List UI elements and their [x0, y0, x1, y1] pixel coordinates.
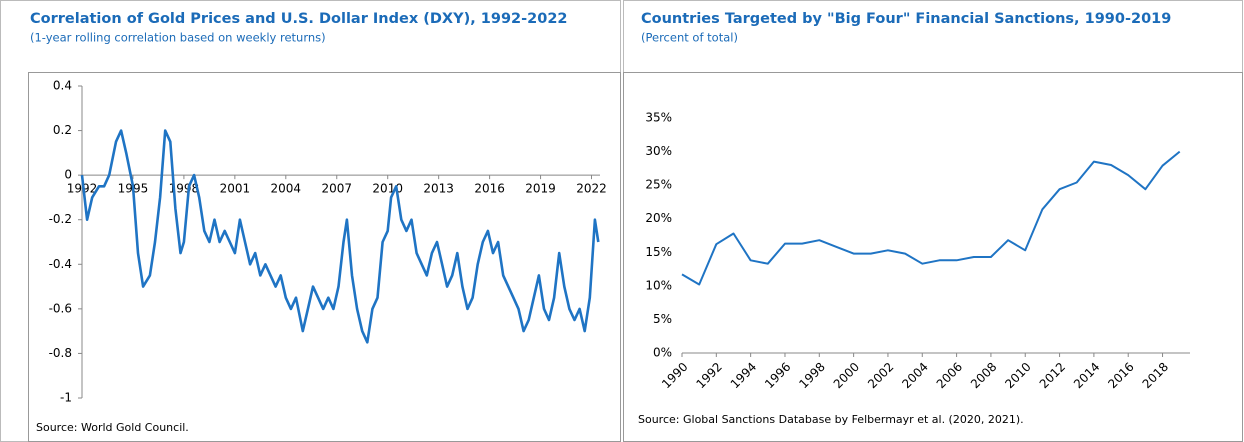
x-tick-label: 2019	[525, 182, 556, 196]
x-tick-label: 2010	[1002, 360, 1033, 391]
y-tick-label: 0	[64, 168, 72, 182]
x-tick-label: 2013	[423, 182, 454, 196]
y-tick-label: 0.2	[53, 123, 72, 137]
y-tick-label: 35%	[645, 111, 672, 125]
x-tick-label: 2016	[1105, 360, 1136, 391]
x-tick-label: 2008	[968, 360, 999, 391]
y-tick-label: 0%	[653, 346, 672, 360]
x-tick-label: 1992	[693, 360, 724, 391]
x-tick-label: 2014	[1071, 360, 1102, 391]
y-tick-label: 0.4	[53, 79, 72, 93]
chart-subtitle: (Percent of total)	[641, 31, 738, 45]
x-tick-label: 2001	[220, 182, 251, 196]
x-tick-label: 2004	[899, 360, 930, 391]
y-tick-label: -0.2	[49, 212, 72, 226]
x-tick-label: 2000	[831, 360, 862, 391]
x-tick-label: 1992	[67, 182, 98, 196]
data-line	[681, 150, 1181, 286]
y-tick-label: 15%	[645, 245, 672, 259]
y-tick-label: -1	[60, 391, 72, 405]
chart-title: Countries Targeted by "Big Four" Financi…	[641, 11, 1171, 27]
x-tick-label: 1994	[728, 360, 759, 391]
x-tick-label: 1998	[796, 360, 827, 391]
x-tick-label: 2016	[474, 182, 505, 196]
panel-border	[0, 0, 621, 442]
chart-subtitle: (1-year rolling correlation based on wee…	[30, 31, 326, 45]
x-tick-label: 2007	[321, 182, 352, 196]
data-line	[80, 129, 600, 344]
plot-frame	[28, 72, 621, 442]
source: Source: Global Sanctions Database by Fel…	[638, 413, 1024, 426]
y-tick-label: 25%	[645, 178, 672, 192]
x-tick-label: 1998	[169, 182, 200, 196]
x-tick-label: 2002	[865, 360, 896, 391]
x-tick-label: 2018	[1140, 360, 1171, 391]
x-tick-label: 2022	[576, 182, 607, 196]
x-tick-label: 2012	[1037, 360, 1068, 391]
x-tick-label: 2006	[934, 360, 965, 391]
x-tick-label: 2004	[271, 182, 302, 196]
y-tick-label: 10%	[645, 278, 672, 292]
y-tick-label: 5%	[653, 312, 672, 326]
y-tick-label: 30%	[645, 144, 672, 158]
x-tick-label: 2010	[372, 182, 403, 196]
chart-title: Correlation of Gold Prices and U.S. Doll…	[30, 11, 568, 27]
y-tick-label: -0.8	[49, 346, 72, 360]
source: Source: World Gold Council.	[36, 421, 189, 434]
y-tick-label: 20%	[645, 211, 672, 225]
y-tick-label: -0.4	[49, 257, 72, 271]
x-tick-label: 1990	[659, 360, 690, 391]
x-tick-label: 1996	[762, 360, 793, 391]
y-tick-label: -0.6	[49, 301, 72, 315]
